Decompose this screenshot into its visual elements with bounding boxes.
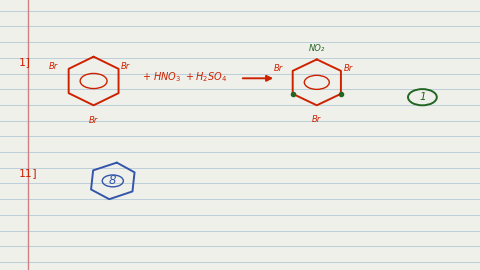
Text: Br: Br [89,116,98,125]
Text: 8: 8 [109,174,117,187]
Text: Br: Br [49,62,58,71]
Text: 1]: 1] [19,57,33,67]
Text: Br: Br [312,115,322,124]
Text: Br: Br [343,64,353,73]
Text: 1: 1 [419,92,426,102]
Text: Br: Br [274,64,283,73]
Text: NO₂: NO₂ [309,44,325,53]
Text: $+\ HNO_3\ +H_2SO_4$: $+\ HNO_3\ +H_2SO_4$ [142,70,228,84]
Text: 11]: 11] [19,168,39,178]
Text: Br: Br [121,62,130,71]
